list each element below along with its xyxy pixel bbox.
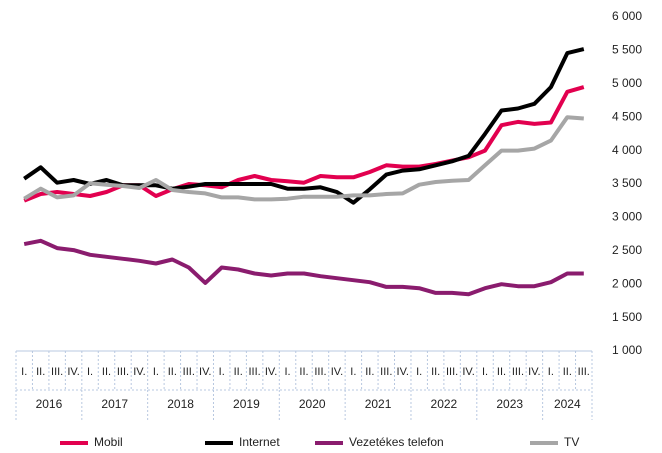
x-tick-label: IV. (462, 366, 474, 378)
x-tick-label: III. (380, 366, 392, 378)
x-tick-label: II. (563, 366, 572, 378)
series-line (23, 47, 585, 205)
legend-label: Vezetékes telefon (349, 435, 444, 449)
x-tick-label: I. (548, 366, 554, 378)
y-tick-label: 6 000 (612, 9, 642, 23)
x-tick-label: II. (365, 366, 374, 378)
x-tick-label: IV. (528, 366, 540, 378)
year-label: 2018 (167, 397, 194, 411)
x-tick-label: I. (350, 366, 356, 378)
year-label: 2016 (36, 397, 63, 411)
year-label: 2022 (431, 397, 458, 411)
series-line (23, 238, 584, 297)
legend-label: Mobil (94, 435, 123, 449)
x-tick-label: III. (183, 366, 195, 378)
x-tick-label: III. (51, 366, 63, 378)
x-tick-label: II. (299, 366, 308, 378)
x-tick-label: I. (284, 366, 290, 378)
x-tick-label: I. (482, 366, 488, 378)
x-tick-label: I. (87, 366, 93, 378)
x-tick-label: II. (431, 366, 440, 378)
x-tick-label: IV. (199, 366, 211, 378)
y-tick-label: 4 000 (612, 143, 642, 157)
series-line (23, 115, 584, 202)
y-tick-label: 3 500 (612, 176, 642, 190)
x-tick-label: III. (578, 366, 590, 378)
year-label: 2024 (554, 397, 581, 411)
y-tick-label: 1 000 (612, 343, 642, 357)
x-tick-label: III. (249, 366, 261, 378)
x-tick-label: IV. (265, 366, 277, 378)
x-tick-label: IV. (331, 366, 343, 378)
x-tick-label: II. (497, 366, 506, 378)
y-tick-label: 5 500 (612, 43, 642, 57)
x-tick-label: II. (234, 366, 243, 378)
x-tick-label: II. (102, 366, 111, 378)
x-tick-label: IV. (397, 366, 409, 378)
year-label: 2023 (496, 397, 523, 411)
year-label: 2020 (299, 397, 326, 411)
y-tick-label: 2 500 (612, 243, 642, 257)
year-label: 2021 (365, 397, 392, 411)
y-tick-label: 2 000 (612, 276, 642, 290)
x-tick-label: III. (314, 366, 326, 378)
legend-label: TV (564, 435, 579, 449)
y-tick-label: 1 500 (612, 310, 642, 324)
y-tick-label: 3 000 (612, 210, 642, 224)
x-tick-label: IV. (67, 366, 79, 378)
x-tick-label: II. (168, 366, 177, 378)
x-tick-label: III. (117, 366, 129, 378)
y-tick-label: 5 000 (612, 76, 642, 90)
x-tick-label: II. (36, 366, 45, 378)
x-tick-label: I. (416, 366, 422, 378)
x-tick-label: IV. (133, 366, 145, 378)
x-tick-label: III. (512, 366, 524, 378)
y-tick-label: 4 500 (612, 109, 642, 123)
x-tick-label: I. (21, 366, 27, 378)
legend-label: Internet (239, 435, 280, 449)
year-label: 2017 (101, 397, 128, 411)
year-label: 2019 (233, 397, 260, 411)
x-tick-label: I. (219, 366, 225, 378)
x-tick-label: III. (446, 366, 458, 378)
x-tick-label: I. (153, 366, 159, 378)
